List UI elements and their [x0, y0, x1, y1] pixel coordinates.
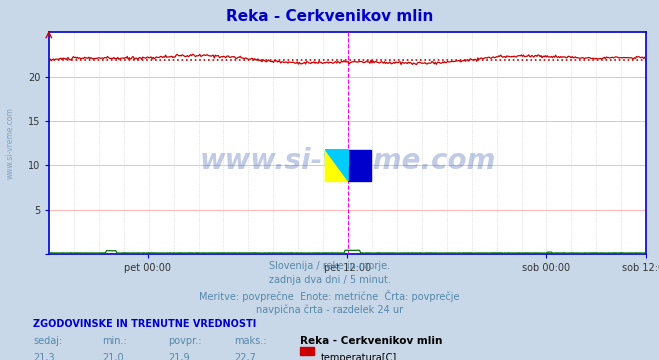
Polygon shape [326, 150, 348, 181]
Text: 21,3: 21,3 [33, 353, 55, 360]
Text: temperatura[C]: temperatura[C] [321, 353, 397, 360]
Bar [326, 150, 348, 165]
Text: navpična črta - razdelek 24 ur: navpična črta - razdelek 24 ur [256, 304, 403, 315]
Text: www.si-vreme.com: www.si-vreme.com [200, 147, 496, 175]
Text: www.si-vreme.com: www.si-vreme.com [6, 107, 15, 179]
Text: Reka - Cerkvenikov mlin: Reka - Cerkvenikov mlin [226, 9, 433, 24]
Text: sedaj:: sedaj: [33, 336, 62, 346]
Text: Reka - Cerkvenikov mlin: Reka - Cerkvenikov mlin [300, 336, 442, 346]
Text: 21,0: 21,0 [102, 353, 124, 360]
Bar [348, 150, 371, 181]
Text: Slovenija / reke in morje.: Slovenija / reke in morje. [269, 261, 390, 271]
Text: zadnja dva dni / 5 minut.: zadnja dva dni / 5 minut. [269, 275, 390, 285]
Text: maks.:: maks.: [234, 336, 266, 346]
Polygon shape [326, 150, 348, 181]
Text: 22,7: 22,7 [234, 353, 256, 360]
Text: 21,9: 21,9 [168, 353, 190, 360]
Text: ZGODOVINSKE IN TRENUTNE VREDNOSTI: ZGODOVINSKE IN TRENUTNE VREDNOSTI [33, 319, 256, 329]
Bar [326, 150, 348, 181]
Text: min.:: min.: [102, 336, 127, 346]
Text: Meritve: povprečne  Enote: metrične  Črta: povprečje: Meritve: povprečne Enote: metrične Črta:… [199, 290, 460, 302]
Text: povpr.:: povpr.: [168, 336, 202, 346]
